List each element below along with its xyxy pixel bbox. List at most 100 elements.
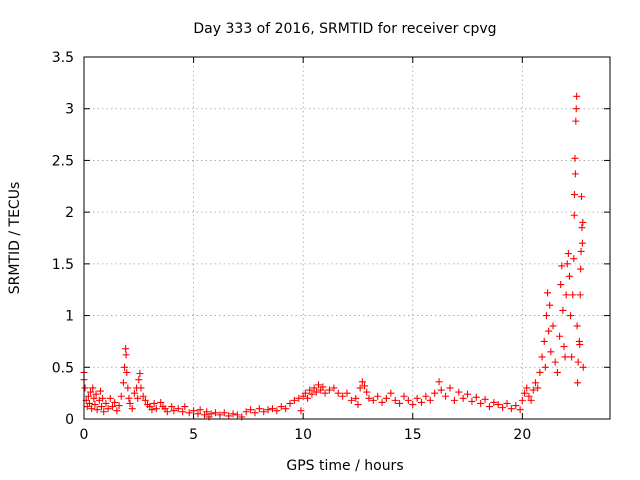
data-point <box>570 191 578 199</box>
data-point <box>545 327 553 335</box>
data-point <box>319 383 327 391</box>
data-point <box>128 405 136 413</box>
data-point <box>111 398 119 406</box>
data-point <box>119 379 127 387</box>
data-point <box>150 399 158 407</box>
data-point <box>518 396 526 404</box>
data-point <box>516 406 524 414</box>
data-point <box>378 398 386 406</box>
data-point <box>282 405 290 413</box>
data-point <box>512 402 520 410</box>
data-point <box>286 399 294 407</box>
data-point <box>572 105 580 113</box>
data-point <box>85 399 93 407</box>
data-point <box>523 384 531 392</box>
data-point <box>90 394 98 402</box>
data-point <box>308 390 316 398</box>
data-point <box>104 405 112 413</box>
data-point <box>152 405 160 413</box>
data-point <box>297 407 305 415</box>
data-point <box>540 337 548 345</box>
y-tick-label: 2 <box>65 205 74 221</box>
data-point <box>242 408 250 416</box>
data-point <box>567 312 575 320</box>
data-point <box>529 386 537 394</box>
data-point <box>139 392 147 400</box>
data-point <box>273 407 281 415</box>
grid-layer <box>84 57 610 419</box>
data-point <box>121 363 129 371</box>
data-point <box>99 394 107 402</box>
data-point <box>546 301 554 309</box>
data-point <box>157 398 165 406</box>
data-point <box>525 392 533 400</box>
data-point <box>568 353 576 361</box>
data-point <box>163 408 171 416</box>
data-point <box>194 410 202 418</box>
data-point <box>536 368 544 376</box>
data-point <box>431 389 439 397</box>
data-point <box>579 363 587 371</box>
data-point <box>148 406 156 414</box>
data-point <box>306 386 314 394</box>
data-point <box>387 389 395 397</box>
data-point <box>404 396 412 404</box>
data-point <box>84 392 92 400</box>
tick-layer: 0 5 10 15 20 0 0.5 1 1.5 2 2.5 3 3.5 <box>52 50 610 443</box>
x-tick-label: 5 <box>189 427 198 443</box>
data-point <box>418 398 426 406</box>
data-point <box>400 392 408 400</box>
data-point <box>563 260 571 268</box>
data-point <box>203 408 211 416</box>
chart-title: Day 333 of 2016, SRMTID for receiver cpv… <box>193 21 496 37</box>
data-point <box>96 387 104 395</box>
data-point <box>113 407 121 415</box>
data-point <box>534 384 542 392</box>
data-point <box>358 378 366 386</box>
data-point <box>547 348 555 356</box>
data-layer <box>80 92 587 421</box>
plot-area-border <box>83 56 611 420</box>
data-point <box>122 351 130 359</box>
data-point <box>396 399 404 407</box>
data-point <box>89 384 97 392</box>
data-point <box>91 401 99 409</box>
data-point <box>527 396 535 404</box>
data-point <box>321 389 329 397</box>
data-point <box>494 401 502 409</box>
data-point <box>435 378 443 386</box>
data-point <box>137 384 145 392</box>
data-point <box>93 406 101 414</box>
data-point <box>352 394 360 402</box>
data-point <box>413 394 421 402</box>
data-point <box>574 379 582 387</box>
data-point <box>573 92 581 100</box>
data-point <box>481 395 489 403</box>
data-point <box>247 406 255 414</box>
data-point <box>190 407 198 415</box>
data-point <box>170 407 178 415</box>
data-point <box>391 396 399 404</box>
data-point <box>455 388 463 396</box>
data-point <box>354 401 362 409</box>
data-point <box>468 397 476 405</box>
data-point <box>174 405 182 413</box>
data-point <box>126 399 134 407</box>
data-point <box>553 368 561 376</box>
data-point <box>572 117 580 125</box>
data-point <box>472 393 480 401</box>
data-point <box>541 363 549 371</box>
data-point <box>343 389 351 397</box>
y-axis-label: SRMTID / TECUs <box>7 182 23 295</box>
data-point <box>558 262 566 270</box>
data-point <box>115 402 123 410</box>
data-point <box>179 408 187 416</box>
data-point <box>304 394 312 402</box>
data-point <box>123 368 131 376</box>
data-point <box>560 343 568 351</box>
data-point <box>124 384 132 392</box>
data-point <box>576 291 584 299</box>
data-point <box>141 396 149 404</box>
data-point <box>459 394 467 402</box>
